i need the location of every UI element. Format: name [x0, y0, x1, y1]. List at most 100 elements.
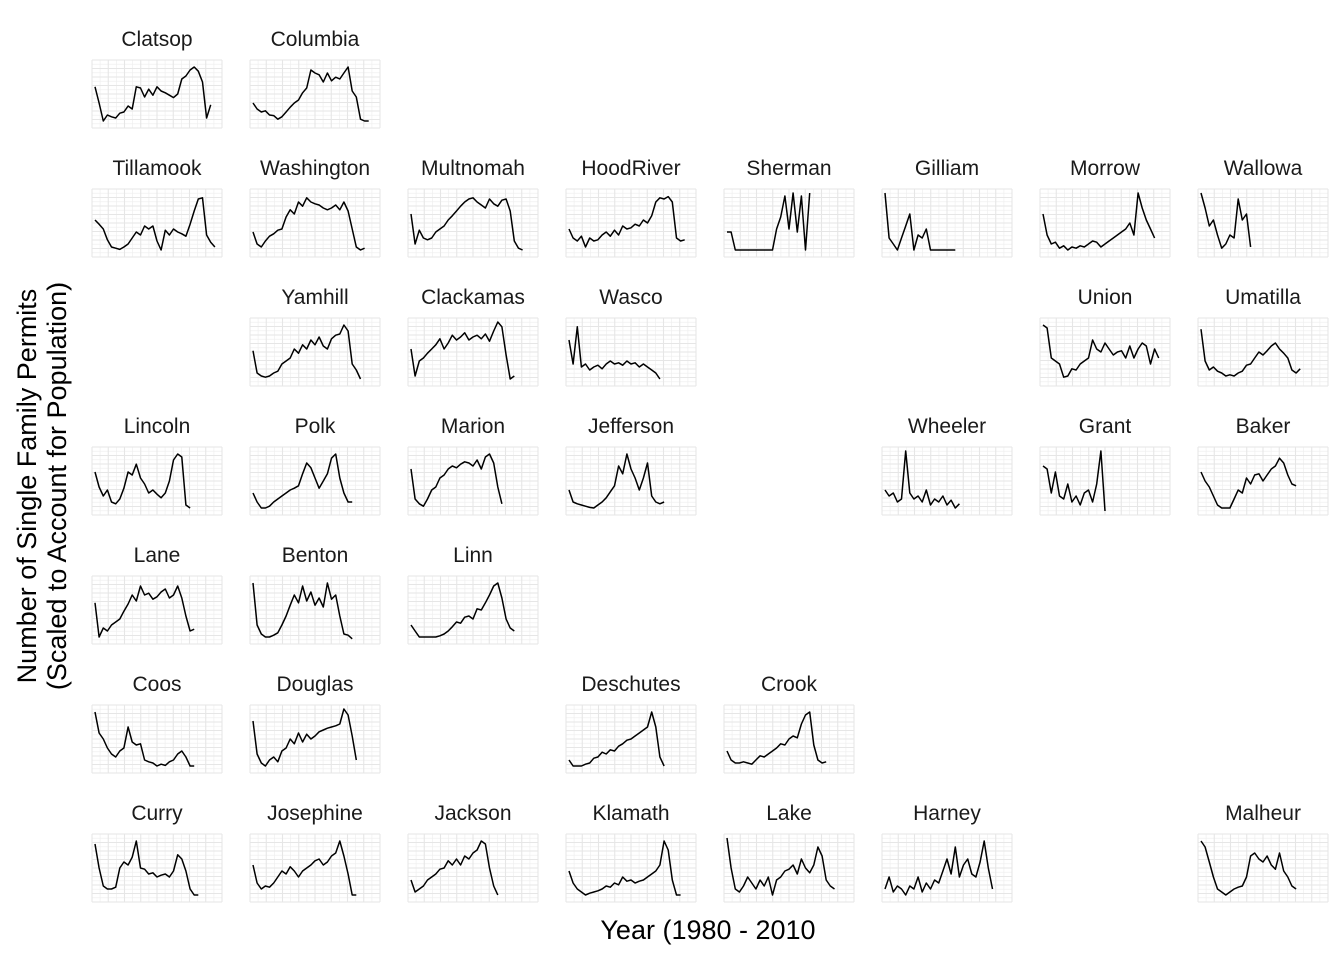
y-axis-title-line2: (Scaled to Account for Population) [42, 282, 72, 690]
series-line-sherman [727, 192, 811, 251]
panel-wheeler: Wheeler [881, 415, 1013, 516]
panel-baker: Baker [1197, 415, 1329, 516]
panel-grant: Grant [1039, 415, 1171, 516]
panel-title-crook: Crook [761, 673, 818, 696]
series-line-polk [252, 453, 353, 509]
panel-title-jackson: Jackson [434, 802, 511, 825]
series-line-benton [252, 582, 353, 640]
panel-title-coos: Coos [132, 673, 181, 696]
panel-columbia: Columbia [249, 28, 381, 129]
x-axis-title: Year (1980 - 2010 [600, 915, 815, 945]
panel-yamhill: Yamhill [249, 286, 381, 387]
y-axis-title: Number of Single Family Permits (Scaled … [12, 282, 72, 690]
series-line-tillamook [94, 197, 216, 251]
panel-clackamas: Clackamas [407, 286, 539, 387]
panel-title-yamhill: Yamhill [281, 286, 348, 309]
panel-title-harney: Harney [913, 802, 981, 825]
series-line-columbia [252, 66, 369, 122]
panel-title-columbia: Columbia [271, 28, 360, 51]
panel-title-douglas: Douglas [276, 673, 353, 696]
panel-jackson: Jackson [407, 802, 539, 903]
series-line-curry [94, 840, 199, 896]
panel-title-lane: Lane [134, 544, 181, 567]
panel-title-klamath: Klamath [592, 802, 669, 825]
panel-title-union: Union [1078, 286, 1133, 309]
panel-title-lake: Lake [766, 802, 812, 825]
panel-douglas: Douglas [249, 673, 381, 774]
series-line-yamhill [252, 324, 362, 380]
series-line-union [1042, 324, 1160, 378]
series-line-clatsop [94, 66, 212, 122]
panel-title-morrow: Morrow [1070, 157, 1141, 180]
series-line-lane [94, 585, 195, 638]
panel-title-grant: Grant [1079, 415, 1132, 438]
panel-wallowa: Wallowa [1197, 157, 1329, 258]
panel-title-marion: Marion [441, 415, 505, 438]
panel-title-hoodriver: HoodRiver [581, 157, 680, 180]
series-line-linn [410, 582, 515, 638]
panel-deschutes: Deschutes [565, 673, 697, 774]
series-line-hoodriver [568, 195, 685, 248]
panel-title-tillamook: Tillamook [112, 157, 202, 180]
series-line-wallowa [1200, 192, 1252, 249]
panel-title-wasco: Wasco [599, 286, 662, 309]
panel-title-baker: Baker [1236, 415, 1291, 438]
series-line-lake [726, 837, 835, 896]
series-line-washington [252, 197, 365, 251]
panel-title-washington: Washington [260, 157, 370, 180]
panel-wasco: Wasco [565, 286, 697, 387]
series-line-crook [726, 711, 827, 765]
series-line-baker [1200, 457, 1297, 509]
panel-title-malheur: Malheur [1225, 802, 1301, 825]
panel-title-polk: Polk [295, 415, 336, 438]
panel-title-linn: Linn [453, 544, 493, 567]
panels: Clatsop Columbia Tillamook Washington Multno… [91, 28, 1329, 903]
panel-marion: Marion [407, 415, 539, 516]
panel-hoodriver: HoodRiver [565, 157, 697, 258]
series-line-wasco [568, 326, 661, 380]
panel-title-wallowa: Wallowa [1224, 157, 1303, 180]
panel-title-clatsop: Clatsop [121, 28, 192, 51]
panel-title-clackamas: Clackamas [421, 286, 525, 309]
panel-gilliam: Gilliam [881, 157, 1013, 258]
series-line-coos [94, 711, 195, 767]
panel-benton: Benton [249, 544, 381, 645]
series-line-jefferson [568, 453, 665, 509]
series-line-douglas [252, 708, 358, 767]
panel-title-gilliam: Gilliam [915, 157, 979, 180]
series-line-marion [410, 453, 503, 507]
panel-title-umatilla: Umatilla [1225, 286, 1301, 309]
panel-tillamook: Tillamook [91, 157, 223, 258]
series-line-lincoln [94, 453, 191, 509]
panel-umatilla: Umatilla [1197, 286, 1329, 387]
panel-josephine: Josephine [249, 802, 381, 903]
series-line-malheur [1200, 840, 1297, 896]
panel-washington: Washington [249, 157, 381, 258]
panel-coos: Coos [91, 673, 223, 774]
panel-title-wheeler: Wheeler [908, 415, 986, 438]
panel-title-deschutes: Deschutes [581, 673, 680, 696]
series-line-harney [884, 840, 994, 896]
series-line-deschutes [568, 711, 665, 767]
panel-linn: Linn [407, 544, 539, 645]
panel-title-benton: Benton [282, 544, 349, 567]
y-axis-title-line1: Number of Single Family Permits [12, 289, 42, 684]
panel-lane: Lane [91, 544, 223, 645]
panel-lake: Lake [723, 802, 855, 903]
panel-klamath: Klamath [565, 802, 697, 903]
panel-title-multnomah: Multnomah [421, 157, 525, 180]
panel-crook: Crook [723, 673, 855, 774]
panel-curry: Curry [91, 802, 223, 903]
panel-clatsop: Clatsop [91, 28, 223, 129]
series-line-umatilla [1200, 329, 1301, 377]
panel-title-lincoln: Lincoln [124, 415, 191, 438]
series-line-morrow [1042, 192, 1156, 251]
panel-polk: Polk [249, 415, 381, 516]
panel-harney: Harney [881, 802, 1013, 903]
panel-title-josephine: Josephine [267, 802, 363, 825]
panel-title-jefferson: Jefferson [588, 415, 674, 438]
panel-morrow: Morrow [1039, 157, 1171, 258]
series-line-clackamas [410, 321, 515, 380]
series-line-wheeler [884, 450, 960, 509]
